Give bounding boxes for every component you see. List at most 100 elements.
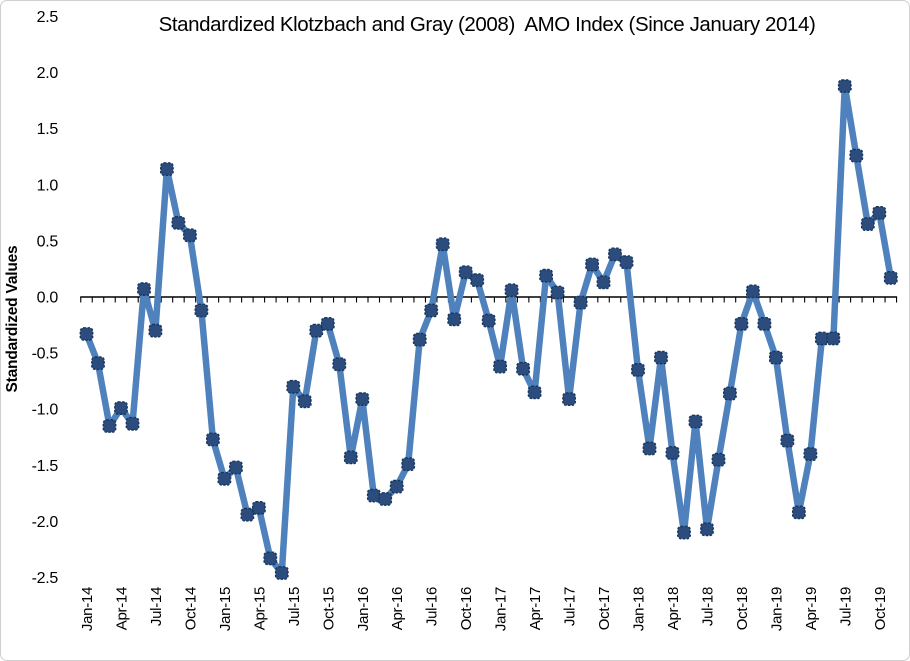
x-tick-label: Apr-16 bbox=[389, 587, 406, 630]
data-point-marker bbox=[447, 312, 462, 327]
x-axis-tick-labels: Jan-14 Apr-14 Jul-14 Oct-14 Jan-15 Apr-15 Jul-… bbox=[79, 587, 889, 631]
data-point-marker bbox=[159, 162, 174, 176]
y-tick-label: -2.5 bbox=[32, 570, 59, 587]
x-tick-label: Jan-16 bbox=[355, 587, 372, 631]
data-point-marker bbox=[240, 507, 255, 522]
x-tick-label: Jan-15 bbox=[217, 587, 234, 631]
data-point-marker bbox=[860, 217, 875, 231]
data-point-marker bbox=[114, 401, 128, 415]
y-tick-label: 0.0 bbox=[37, 290, 59, 307]
x-tick-label: Oct-19 bbox=[872, 587, 889, 630]
data-point-marker bbox=[757, 317, 772, 331]
data-point-marker bbox=[79, 327, 94, 341]
x-tick-label: Jul-18 bbox=[700, 587, 717, 626]
data-point-marker bbox=[723, 386, 737, 401]
data-point-marker bbox=[883, 271, 898, 285]
data-point-marker bbox=[826, 331, 841, 346]
data-point-marker bbox=[619, 255, 634, 270]
data-point-marker bbox=[125, 416, 140, 431]
x-tick-label: Oct-16 bbox=[458, 587, 475, 630]
data-point-marker bbox=[837, 79, 852, 94]
data-point-marker bbox=[688, 414, 703, 429]
data-point-marker bbox=[137, 282, 151, 296]
data-point-marker bbox=[424, 303, 439, 318]
data-point-marker bbox=[194, 303, 209, 318]
data-point-marker bbox=[91, 356, 105, 371]
y-tick-label: -1.0 bbox=[32, 402, 59, 419]
data-point-marker bbox=[401, 457, 416, 472]
data-point-marker bbox=[102, 419, 117, 433]
y-tick-label: 0.5 bbox=[37, 233, 59, 250]
series-line bbox=[83, 82, 895, 577]
chart-title: Standardized Klotzbach and Gray (2008) A… bbox=[159, 13, 816, 36]
data-point-marker bbox=[677, 525, 691, 540]
x-axis-line bbox=[80, 296, 898, 303]
data-point-marker bbox=[504, 283, 519, 298]
data-point-marker bbox=[711, 452, 726, 467]
x-tick-label: Jan-17 bbox=[493, 587, 510, 631]
data-point-marker bbox=[458, 265, 473, 280]
data-point-marker bbox=[228, 460, 243, 475]
data-point-marker bbox=[573, 295, 588, 310]
x-tick-label: Apr-18 bbox=[665, 587, 682, 630]
data-point-marker bbox=[481, 313, 496, 328]
data-point-marker bbox=[562, 392, 577, 406]
y-tick-label: -1.5 bbox=[32, 458, 59, 475]
data-point-marker bbox=[389, 479, 404, 494]
x-tick-label: Jul-14 bbox=[148, 587, 165, 626]
x-tick-label: Jan-14 bbox=[79, 587, 96, 631]
data-point-marker bbox=[297, 394, 312, 409]
data-point-marker bbox=[286, 379, 301, 394]
data-point-marker bbox=[355, 392, 370, 406]
data-point-marker bbox=[343, 450, 358, 465]
data-point-marker bbox=[596, 275, 611, 290]
data-point-marker bbox=[746, 284, 760, 299]
data-point-marker bbox=[803, 447, 818, 461]
x-tick-label: Jul-16 bbox=[424, 587, 441, 626]
data-point-marker bbox=[182, 228, 197, 243]
data-point-marker bbox=[550, 285, 565, 300]
data-point-marker bbox=[332, 357, 347, 372]
data-point-marker bbox=[585, 257, 600, 272]
data-point-marker bbox=[642, 441, 657, 456]
data-point-marker bbox=[665, 446, 680, 460]
data-point-marker bbox=[631, 363, 645, 377]
x-tick-label: Oct-15 bbox=[320, 587, 337, 630]
x-tick-label: Oct-14 bbox=[182, 587, 199, 630]
data-point-marker bbox=[769, 350, 783, 365]
y-tick-label: 2.5 bbox=[37, 9, 59, 26]
data-point-marker bbox=[320, 317, 335, 331]
data-point-marker bbox=[493, 359, 507, 374]
x-tick-label: Apr-15 bbox=[251, 587, 268, 630]
data-point-marker bbox=[263, 551, 278, 566]
data-point-marker bbox=[205, 432, 220, 447]
x-tick-label: Jul-15 bbox=[286, 587, 303, 626]
data-point-marker bbox=[309, 323, 324, 338]
y-axis-title: Standardized Values bbox=[4, 246, 21, 393]
data-point-marker bbox=[872, 205, 887, 220]
data-point-marker bbox=[274, 566, 289, 580]
y-tick-label: -0.5 bbox=[32, 346, 59, 363]
y-tick-label: 1.5 bbox=[37, 121, 59, 138]
data-point-marker bbox=[527, 385, 542, 400]
data-point-marker bbox=[470, 273, 485, 288]
data-point-marker bbox=[217, 471, 232, 486]
y-axis-tick-labels: 2.5 2.0 1.5 1.0 0.5 0.0 -0.5 -1.0 -1.5 -2.0 -2.5 bbox=[32, 9, 59, 587]
data-point-marker bbox=[792, 505, 806, 520]
x-tick-label: Jul-17 bbox=[562, 587, 579, 626]
x-tick-label: Jan-18 bbox=[631, 587, 648, 631]
data-point-marker bbox=[171, 215, 186, 230]
x-tick-label: Oct-17 bbox=[596, 587, 613, 630]
y-tick-label: -2.0 bbox=[32, 514, 59, 531]
x-tick-label: Apr-19 bbox=[803, 587, 820, 630]
x-tick-label: Apr-14 bbox=[114, 587, 131, 630]
data-point-marker bbox=[251, 501, 266, 515]
data-point-marker bbox=[849, 148, 864, 163]
data-point-marker bbox=[148, 323, 163, 338]
data-point-marker bbox=[734, 317, 749, 331]
data-point-marker bbox=[780, 433, 795, 448]
data-point-marker bbox=[516, 361, 531, 376]
x-tick-label: Jan-19 bbox=[768, 587, 785, 631]
